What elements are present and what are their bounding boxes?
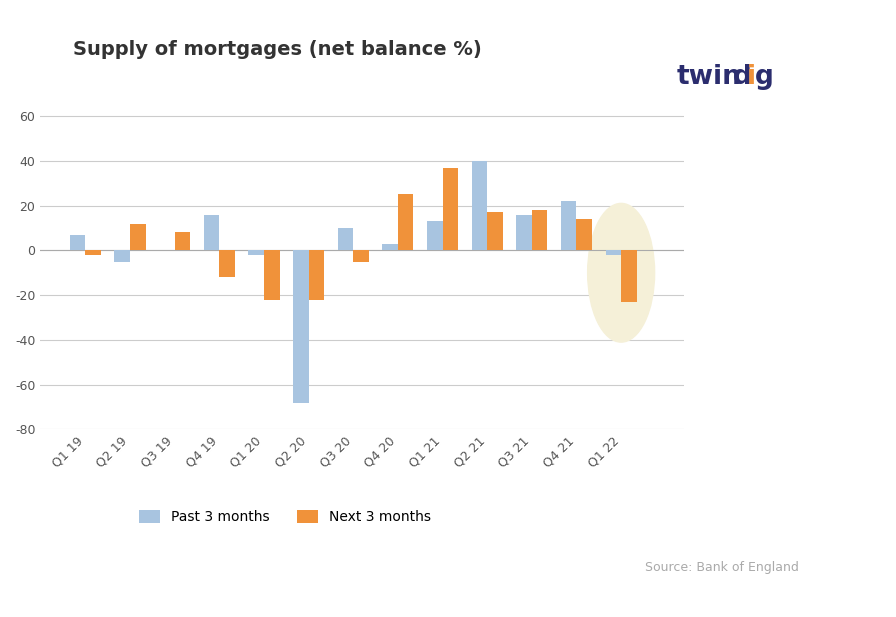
Bar	[532, 210, 547, 251]
Bar	[203, 215, 220, 251]
Text: i: i	[746, 64, 755, 90]
Bar	[293, 251, 308, 402]
Bar	[353, 251, 369, 262]
Text: Supply of mortgages (net balance %): Supply of mortgages (net balance %)	[73, 39, 481, 59]
Bar	[220, 251, 235, 277]
Bar	[383, 244, 398, 251]
Bar	[606, 251, 621, 255]
Bar	[338, 228, 353, 251]
Bar	[426, 222, 443, 251]
Bar	[264, 251, 280, 300]
Text: d: d	[733, 64, 752, 90]
Bar	[398, 194, 413, 251]
Bar	[621, 251, 637, 302]
Bar	[248, 251, 264, 255]
Bar	[487, 212, 503, 251]
Bar	[561, 201, 576, 251]
Bar	[175, 233, 190, 251]
Bar	[516, 215, 532, 251]
Text: twin: twin	[676, 64, 741, 90]
Bar	[443, 168, 458, 251]
Bar	[70, 234, 85, 251]
Bar	[115, 251, 130, 262]
Bar	[130, 223, 145, 251]
Legend: Past 3 months, Next 3 months: Past 3 months, Next 3 months	[134, 505, 436, 530]
Bar	[308, 251, 324, 300]
Text: Source: Bank of England: Source: Bank of England	[645, 561, 799, 574]
Bar	[576, 219, 592, 251]
Ellipse shape	[588, 204, 655, 342]
Bar	[85, 251, 101, 255]
Bar	[471, 161, 487, 251]
Text: g: g	[755, 64, 774, 90]
